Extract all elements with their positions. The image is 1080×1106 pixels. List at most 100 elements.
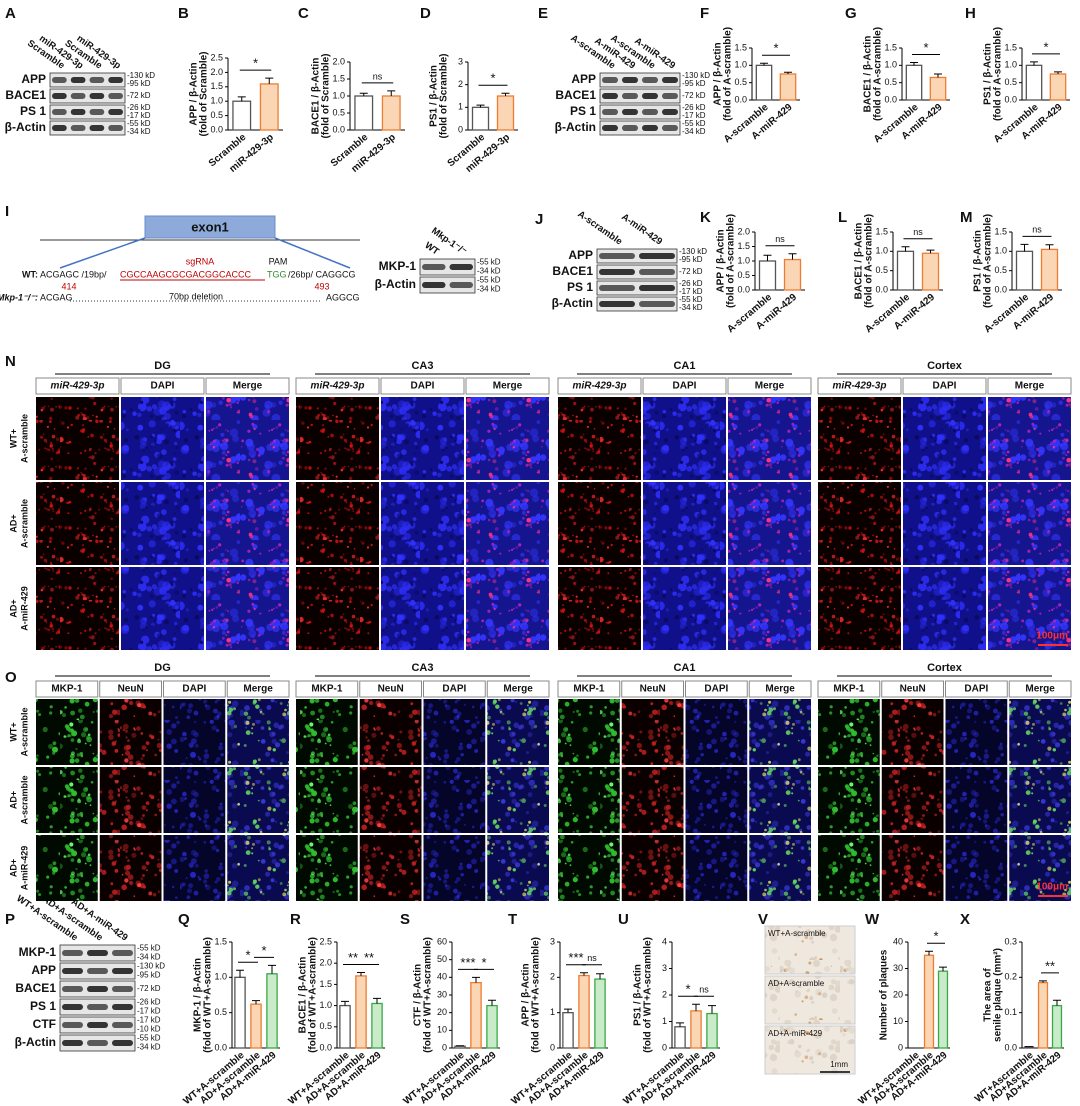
marker-label: -72 kD xyxy=(679,267,703,276)
image-tile xyxy=(206,482,289,565)
error-bar xyxy=(265,77,274,84)
blot-band xyxy=(108,125,123,131)
y-axis-label: (fold of WT+A-scramble) xyxy=(423,937,434,1053)
error-bar xyxy=(341,1000,349,1006)
y-axis-label: (fold of Scramble) xyxy=(439,53,450,138)
column-box xyxy=(205,377,290,395)
significance-label: *** xyxy=(568,950,583,965)
marker-label: -26 kD xyxy=(137,998,161,1007)
blot-strip xyxy=(596,264,678,280)
column-box xyxy=(359,680,422,698)
bar xyxy=(339,1004,351,1049)
panel-letter: P xyxy=(5,911,15,928)
band-label: β-Actin xyxy=(552,296,593,310)
y-tick-label: 1.5 xyxy=(884,42,897,52)
image-tile xyxy=(99,699,162,765)
blot-band xyxy=(112,986,133,992)
marker-label: -26 kD xyxy=(127,103,151,112)
image-tile xyxy=(423,835,486,901)
error-bar xyxy=(580,972,588,976)
blot-band xyxy=(622,93,638,99)
panel-letter: D xyxy=(420,5,431,22)
column-label: miR-429-3p xyxy=(573,381,627,392)
y-tick-label: 10 xyxy=(437,1025,447,1035)
image-tile xyxy=(296,567,379,650)
image-tile xyxy=(466,397,549,480)
column-label: DAPI xyxy=(182,684,206,695)
column-label: Merge xyxy=(503,684,533,695)
band-label: MKP-1 xyxy=(19,945,57,959)
image-tile xyxy=(227,767,289,833)
y-axis-label: (fold of A-scramble) xyxy=(723,27,734,121)
y-tick-label: 1.0 xyxy=(214,972,227,982)
image-tile xyxy=(685,835,748,901)
bar xyxy=(1049,73,1067,101)
band-label: PS 1 xyxy=(20,104,46,118)
y-tick-label: 0.0 xyxy=(737,284,750,294)
column-box xyxy=(817,377,902,395)
image-tile xyxy=(903,482,986,565)
y-tick-label: 40 xyxy=(437,972,447,982)
row-label: A-scramble xyxy=(19,414,29,463)
image-tile xyxy=(121,567,204,650)
y-tick-label: 0.5 xyxy=(1004,77,1017,87)
error-bar xyxy=(268,964,276,974)
y-tick-label: 1.5 xyxy=(737,241,750,251)
image-tile xyxy=(558,699,620,765)
y-tick-label: 1.0 xyxy=(875,246,888,256)
bar xyxy=(381,95,401,131)
y-tick-label: 0 xyxy=(550,1042,555,1052)
image-tile xyxy=(988,397,1071,480)
blot-strip xyxy=(419,276,476,294)
y-tick-label: 2.0 xyxy=(737,226,750,236)
bar xyxy=(929,76,947,101)
y-tick-label: 40 xyxy=(893,936,903,946)
error-bar xyxy=(926,249,935,254)
bar xyxy=(578,974,590,1049)
y-tick-label: 1.0 xyxy=(210,96,223,106)
bar xyxy=(755,64,773,101)
significance-label: ns xyxy=(373,71,383,81)
y-axis-label: (fold of WT+A-scramble) xyxy=(643,937,654,1053)
band-label: MKP-1 xyxy=(379,259,417,273)
y-tick-label: 0.5 xyxy=(214,1007,227,1017)
y-tick-label: 1.5 xyxy=(1004,42,1017,52)
blot-band xyxy=(642,125,658,131)
blot-band xyxy=(642,77,658,83)
seq-target: CGCCAAGCGCGACGGCACCC xyxy=(120,269,252,279)
y-tick-label: 1.0 xyxy=(319,1000,332,1010)
marker-label: -72 kD xyxy=(127,91,151,100)
marker-label: -95 kD xyxy=(137,971,161,980)
significance-label: *** xyxy=(460,955,475,970)
image-tile xyxy=(206,397,289,480)
marker-label: -130 kD xyxy=(682,71,710,80)
row-label: AD+ xyxy=(8,859,18,877)
image-tile xyxy=(558,567,641,650)
marker-label: -34 kD xyxy=(137,953,161,962)
y-tick-label: 1.0 xyxy=(737,255,750,265)
error-bar xyxy=(252,1000,260,1005)
bar xyxy=(496,95,515,131)
region-label: DG xyxy=(154,360,171,372)
error-bar xyxy=(763,254,772,261)
column-label: NeuN xyxy=(378,684,404,695)
image-tile xyxy=(487,767,549,833)
image-tile xyxy=(621,699,684,765)
y-axis-label: PS1 / β-Actin xyxy=(983,43,994,105)
image-tile xyxy=(121,397,204,480)
column-label: Merge xyxy=(755,381,785,392)
y-axis-label: PS1 / β-Actin xyxy=(429,65,440,127)
marker-label: -95 kD xyxy=(682,79,706,88)
row-label: A-miR-429 xyxy=(19,586,29,631)
image-tile xyxy=(296,835,358,901)
bar xyxy=(921,252,940,291)
column-label: Merge xyxy=(1015,381,1045,392)
lane-label: WT xyxy=(422,240,441,258)
marker-label: -34 kD xyxy=(682,127,706,136)
image-tile xyxy=(381,482,464,565)
error-bar xyxy=(910,62,918,66)
blot-band xyxy=(639,269,675,275)
bar xyxy=(1051,1004,1063,1049)
error-bar xyxy=(357,972,365,976)
y-tick-label: 0.1 xyxy=(1004,1007,1017,1017)
